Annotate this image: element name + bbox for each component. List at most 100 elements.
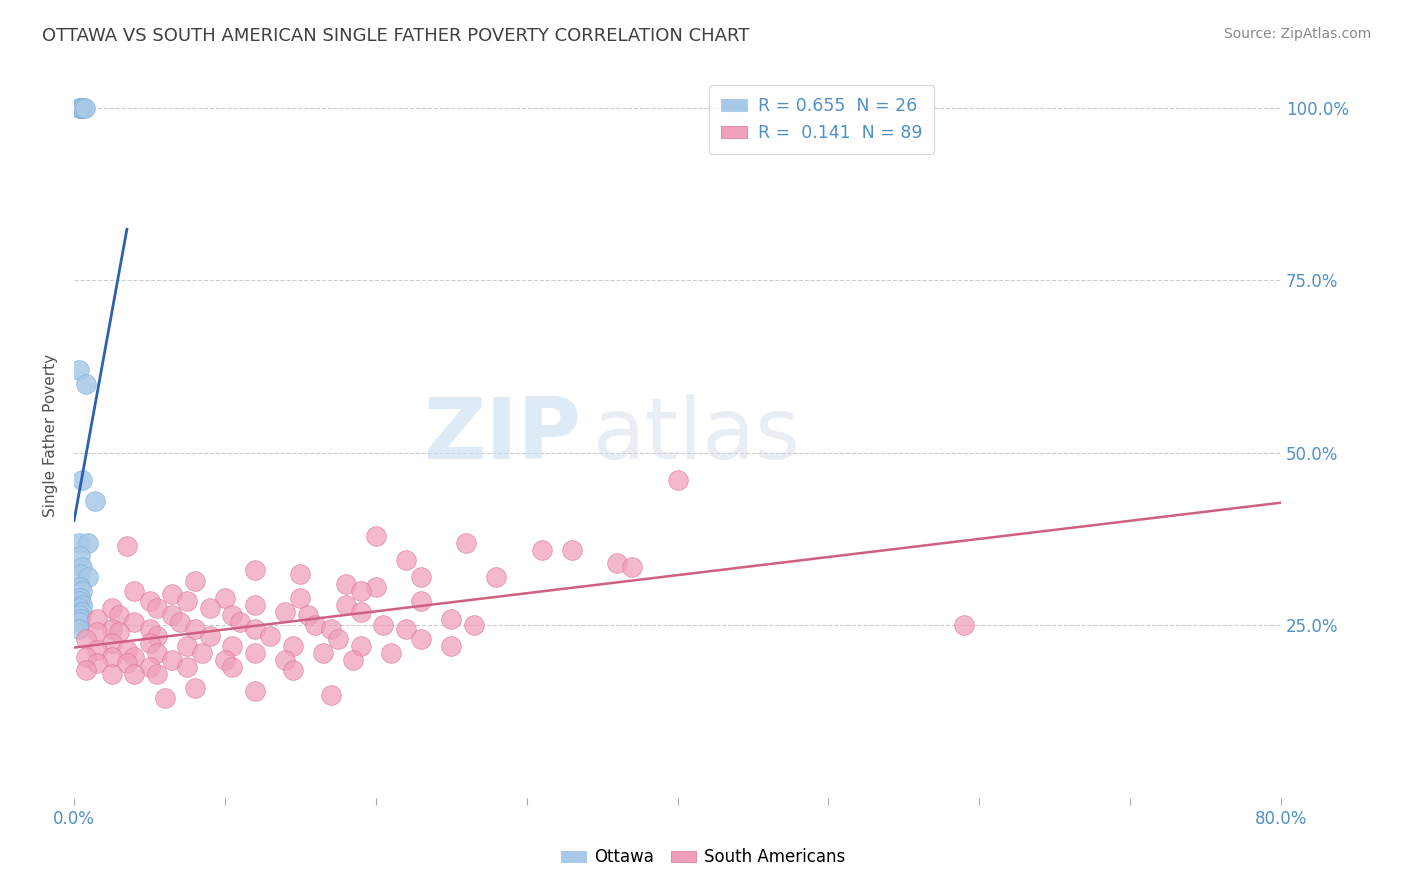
Point — [67, 608, 90, 623]
Point — [243, 646, 266, 660]
Point — [243, 598, 266, 612]
Point — [67, 594, 90, 608]
Point — [160, 608, 183, 623]
Point — [138, 622, 160, 636]
Point — [221, 660, 243, 674]
Point — [409, 570, 432, 584]
Point — [138, 594, 160, 608]
Point — [274, 605, 297, 619]
Point — [146, 629, 169, 643]
Point — [463, 618, 485, 632]
Point — [326, 632, 349, 647]
Point — [70, 101, 93, 115]
Point — [146, 646, 169, 660]
Point — [184, 574, 207, 588]
Point — [138, 636, 160, 650]
Point — [70, 598, 93, 612]
Point — [243, 684, 266, 698]
Point — [160, 653, 183, 667]
Point — [440, 639, 463, 653]
Point — [319, 622, 342, 636]
Point — [75, 664, 97, 678]
Point — [101, 601, 124, 615]
Point — [67, 101, 90, 115]
Point — [221, 608, 243, 623]
Point — [101, 649, 124, 664]
Point — [67, 363, 90, 377]
Point — [75, 376, 97, 391]
Point — [350, 605, 373, 619]
Point — [75, 649, 97, 664]
Point — [115, 657, 138, 671]
Point — [76, 570, 98, 584]
Point — [101, 622, 124, 636]
Point — [606, 557, 628, 571]
Point — [229, 615, 252, 629]
Point — [176, 594, 198, 608]
Point — [666, 474, 689, 488]
Point — [274, 653, 297, 667]
Point — [364, 581, 387, 595]
Point — [86, 657, 108, 671]
Point — [146, 601, 169, 615]
Point — [86, 611, 108, 625]
Text: atlas: atlas — [593, 394, 801, 477]
Point — [380, 646, 402, 660]
Point — [67, 601, 90, 615]
Point — [176, 660, 198, 674]
Legend: R = 0.655  N = 26, R =  0.141  N = 89: R = 0.655 N = 26, R = 0.141 N = 89 — [709, 86, 935, 154]
Point — [198, 629, 221, 643]
Point — [364, 529, 387, 543]
Point — [395, 553, 418, 567]
Point — [440, 611, 463, 625]
Point — [290, 591, 312, 605]
Point — [297, 608, 319, 623]
Point — [184, 681, 207, 695]
Point — [115, 539, 138, 553]
Text: Source: ZipAtlas.com: Source: ZipAtlas.com — [1223, 27, 1371, 41]
Point — [214, 591, 236, 605]
Point — [69, 591, 91, 605]
Point — [350, 583, 373, 598]
Point — [243, 563, 266, 577]
Point — [184, 622, 207, 636]
Point — [67, 615, 90, 629]
Point — [75, 632, 97, 647]
Point — [176, 639, 198, 653]
Point — [86, 642, 108, 657]
Point — [350, 639, 373, 653]
Point — [70, 583, 93, 598]
Point — [561, 542, 583, 557]
Point — [86, 625, 108, 640]
Point — [281, 639, 304, 653]
Text: OTTAWA VS SOUTH AMERICAN SINGLE FATHER POVERTY CORRELATION CHART: OTTAWA VS SOUTH AMERICAN SINGLE FATHER P… — [42, 27, 749, 45]
Point — [124, 583, 146, 598]
Y-axis label: Single Father Poverty: Single Father Poverty — [44, 354, 58, 517]
Point — [259, 629, 281, 643]
Point — [373, 618, 395, 632]
Point — [530, 542, 553, 557]
Point — [101, 636, 124, 650]
Point — [115, 642, 138, 657]
Point — [485, 570, 508, 584]
Point — [69, 101, 91, 115]
Point — [69, 566, 91, 581]
Point — [169, 615, 191, 629]
Point — [73, 101, 96, 115]
Point — [70, 605, 93, 619]
Point — [70, 474, 93, 488]
Point — [312, 646, 335, 660]
Point — [76, 535, 98, 549]
Point — [138, 660, 160, 674]
Text: ZIP: ZIP — [423, 394, 581, 477]
Point — [101, 666, 124, 681]
Point — [191, 646, 214, 660]
Point — [72, 101, 94, 115]
Point — [409, 632, 432, 647]
Point — [395, 622, 418, 636]
Point — [304, 618, 326, 632]
Point — [290, 566, 312, 581]
Point — [221, 639, 243, 653]
Point — [67, 622, 90, 636]
Point — [146, 666, 169, 681]
